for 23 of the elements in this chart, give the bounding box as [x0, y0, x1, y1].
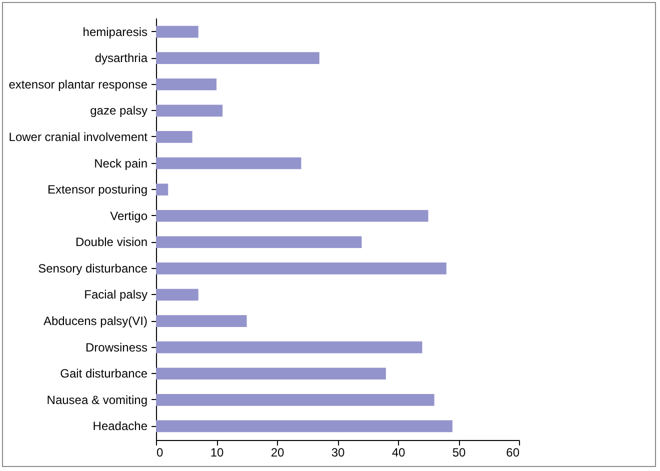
- y-tick-label: Gait disturbance: [60, 366, 148, 381]
- y-tick-label: Nausea & vomiting: [46, 392, 148, 407]
- y-tick-label: gaze palsy: [90, 104, 148, 118]
- y-tick-label: Sensory disturbance: [38, 261, 148, 276]
- x-tick-label: 0: [156, 446, 164, 460]
- x-tick-label: 50: [452, 446, 466, 460]
- y-tick-label: dysarthria: [94, 51, 148, 66]
- y-tick-label: Drowsiness: [85, 340, 148, 354]
- y-tick-label: Neck pain: [94, 156, 148, 170]
- y-tick-label: Abducens palsy(VI): [43, 314, 148, 328]
- y-tick-label: extensor plantar response: [8, 77, 148, 92]
- x-tick-label: 10: [210, 446, 224, 460]
- x-tick-label: 30: [331, 446, 345, 460]
- x-tick-label: 40: [392, 446, 406, 460]
- y-tick-label: hemiparesis: [82, 24, 148, 39]
- y-tick-label: Facial palsy: [84, 288, 148, 302]
- y-tick-label: Extensor posturing: [47, 182, 148, 197]
- x-tick-label: 20: [270, 446, 284, 460]
- y-tick-label: Double vision: [75, 235, 148, 250]
- y-tick-label: Headache: [92, 419, 148, 434]
- y-tick-label: Vertigo: [110, 208, 148, 223]
- x-tick-label: 60: [506, 446, 520, 460]
- y-tick-label: Lower cranial involvement: [8, 130, 148, 144]
